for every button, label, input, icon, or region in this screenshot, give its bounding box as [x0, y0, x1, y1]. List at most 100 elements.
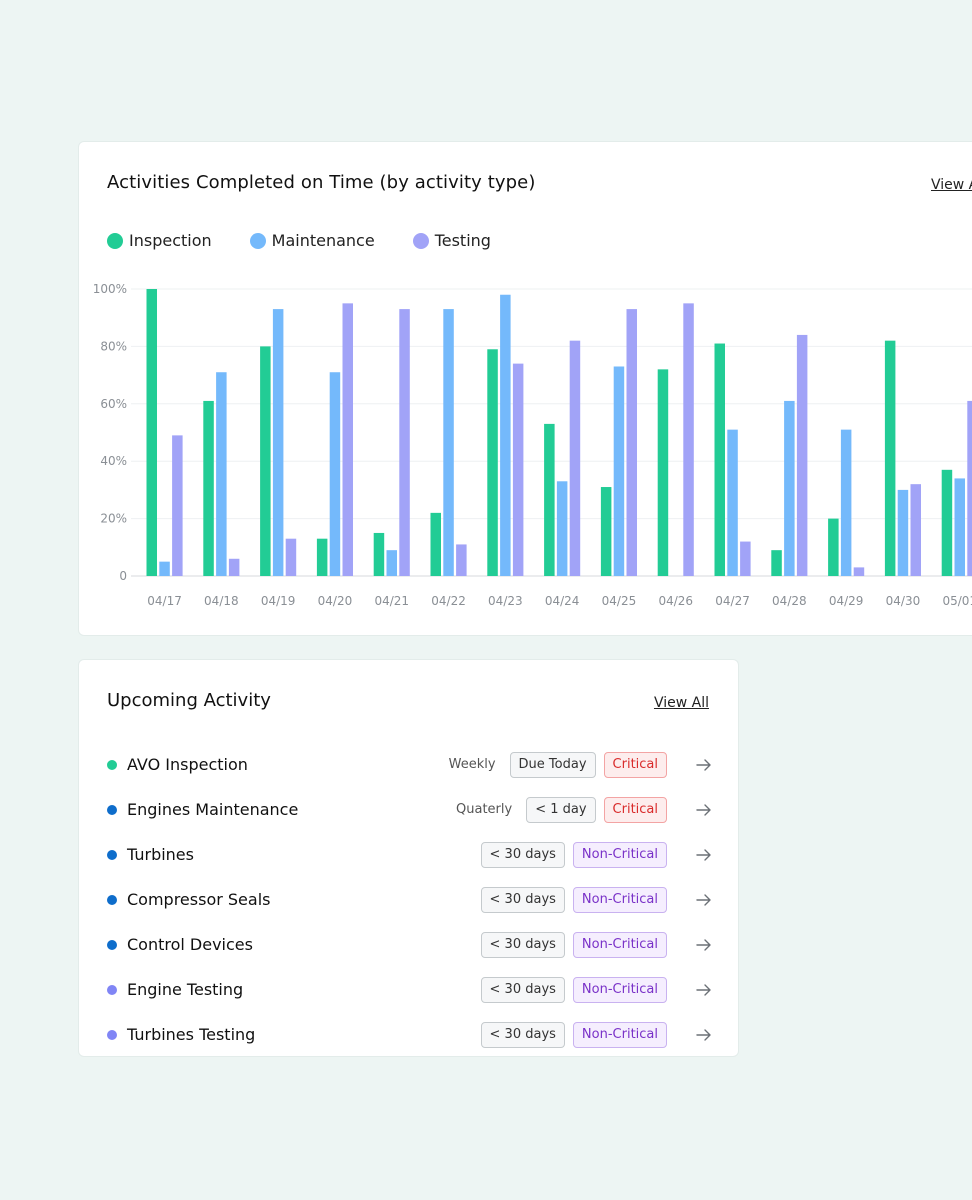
bar-inspection-04-27[interactable] — [714, 343, 726, 576]
legend-item-testing[interactable]: Testing — [412, 231, 491, 250]
bar-inspection-04-22[interactable] — [430, 512, 442, 576]
chart-view-all-link[interactable]: View All — [931, 177, 972, 193]
x-tick-label: 04/26 — [658, 594, 693, 608]
bar-testing-04-25[interactable] — [626, 309, 638, 576]
bar-testing-04-23[interactable] — [512, 363, 524, 576]
arrow-right-icon[interactable] — [695, 846, 713, 864]
priority-badge: Non-Critical — [572, 886, 667, 913]
legend-dot — [249, 232, 266, 249]
priority-badge: Non-Critical — [572, 1021, 667, 1048]
arrow-right-icon[interactable] — [695, 936, 713, 954]
bar-testing-05-01[interactable] — [967, 400, 972, 576]
bar-maintenance-04-21[interactable] — [386, 550, 398, 576]
arrow-right-icon[interactable] — [695, 1026, 713, 1044]
activity-name: Engines Maintenance — [127, 800, 299, 819]
upcoming-title: Upcoming Activity — [107, 690, 271, 711]
y-tick-label: 40% — [100, 454, 127, 468]
legend-label: Maintenance — [271, 231, 375, 250]
y-tick-label: 60% — [100, 397, 127, 411]
activity-row[interactable]: AVO Inspection Weekly Due Today Critical — [107, 742, 713, 787]
upcoming-activity-card: Upcoming Activity View All AVO Inspectio… — [78, 659, 739, 1057]
bar-inspection-04-25[interactable] — [600, 487, 612, 576]
y-tick-label: 0 — [119, 569, 127, 583]
bar-maintenance-04-23[interactable] — [500, 294, 511, 576]
x-tick-label: 04/20 — [318, 594, 353, 608]
due-badge: < 30 days — [480, 1021, 565, 1048]
activity-row[interactable]: Turbines Testing < 30 days Non-Critical — [107, 1012, 713, 1057]
legend-dot — [412, 232, 429, 249]
bar-inspection-04-26[interactable] — [657, 369, 669, 576]
bar-inspection-04-19[interactable] — [260, 346, 271, 576]
bar-testing-04-29[interactable] — [853, 567, 865, 576]
upcoming-view-all-link[interactable]: View All — [653, 695, 709, 711]
bar-testing-04-17[interactable] — [172, 435, 183, 576]
activity-name: Engine Testing — [127, 980, 244, 999]
status-dot — [107, 984, 117, 995]
legend-label: Testing — [434, 231, 491, 250]
arrow-right-icon[interactable] — [695, 801, 713, 819]
bar-testing-04-27[interactable] — [740, 541, 751, 576]
bar-maintenance-04-20[interactable] — [329, 372, 341, 576]
x-tick-label: 04/19 — [261, 594, 296, 608]
activity-row[interactable]: Control Devices < 30 days Non-Critical — [107, 922, 713, 967]
priority-badge: Non-Critical — [572, 931, 667, 958]
frequency-label: Quaterly — [456, 802, 513, 817]
status-dot — [107, 759, 117, 770]
activity-row[interactable]: Engine Testing < 30 days Non-Critical — [107, 967, 713, 1012]
bar-testing-04-28[interactable] — [796, 334, 808, 576]
legend-item-inspection[interactable]: Inspection — [107, 231, 212, 250]
status-dot — [107, 804, 117, 815]
bar-testing-04-30[interactable] — [910, 484, 922, 576]
bar-testing-04-18[interactable] — [228, 558, 240, 576]
activity-name: Control Devices — [127, 935, 253, 954]
bar-inspection-04-24[interactable] — [544, 423, 555, 576]
bar-maintenance-04-30[interactable] — [897, 489, 909, 576]
bar-chart: 0 20% 40% 60% 80% 100% 04/17 04/18 04/19 04/20 04/… — [93, 282, 972, 608]
bar-maintenance-04-22[interactable] — [443, 309, 454, 576]
due-badge: < 30 days — [480, 976, 565, 1003]
bar-inspection-04-28[interactable] — [771, 550, 782, 576]
bar-inspection-04-20[interactable] — [316, 538, 328, 576]
bar-maintenance-04-29[interactable] — [840, 429, 852, 576]
frequency-label: Weekly — [448, 757, 496, 772]
bar-inspection-04-21[interactable] — [373, 532, 385, 576]
arrow-right-icon[interactable] — [695, 981, 713, 999]
priority-badge: Non-Critical — [572, 841, 667, 868]
status-dot — [107, 894, 117, 905]
y-tick-label: 80% — [100, 339, 127, 353]
bar-inspection-04-23[interactable] — [487, 349, 498, 576]
x-tick-label: 05/01 — [942, 594, 972, 608]
bar-testing-04-24[interactable] — [569, 340, 581, 576]
priority-badge: Critical — [603, 751, 667, 778]
bar-testing-04-20[interactable] — [342, 303, 354, 576]
legend-item-maintenance[interactable]: Maintenance — [249, 231, 375, 250]
bar-testing-04-22[interactable] — [456, 544, 467, 576]
bar-maintenance-04-18[interactable] — [216, 372, 227, 576]
bar-testing-04-21[interactable] — [399, 309, 410, 576]
bar-testing-04-19[interactable] — [285, 538, 297, 576]
activity-row[interactable]: Engines Maintenance Quaterly < 1 day Critic… — [107, 787, 713, 832]
bar-inspection-04-18[interactable] — [203, 400, 214, 576]
bar-maintenance-04-17[interactable] — [159, 561, 170, 576]
activity-name: Compressor Seals — [127, 890, 271, 909]
x-tick-label: 04/21 — [374, 594, 409, 608]
bar-inspection-04-30[interactable] — [884, 340, 896, 576]
bar-maintenance-04-25[interactable] — [613, 366, 625, 576]
x-tick-label: 04/23 — [488, 594, 523, 608]
arrow-right-icon[interactable] — [695, 891, 713, 909]
activity-row[interactable]: Turbines < 30 days Non-Critical — [107, 832, 713, 877]
bar-inspection-05-01[interactable] — [941, 469, 953, 576]
due-badge: < 30 days — [480, 886, 565, 913]
bar-testing-04-26[interactable] — [683, 303, 694, 576]
bar-maintenance-04-24[interactable] — [556, 481, 568, 576]
bar-maintenance-04-19[interactable] — [272, 309, 284, 576]
x-tick-label: 04/30 — [886, 594, 921, 608]
bar-inspection-04-29[interactable] — [828, 518, 839, 576]
bar-maintenance-05-01[interactable] — [954, 478, 966, 576]
activity-row[interactable]: Compressor Seals < 30 days Non-Critical — [107, 877, 713, 922]
bar-maintenance-04-28[interactable] — [784, 400, 795, 576]
arrow-right-icon[interactable] — [695, 756, 713, 774]
bar-maintenance-04-27[interactable] — [727, 429, 738, 576]
bar-inspection-04-17[interactable] — [146, 289, 158, 576]
priority-badge: Non-Critical — [572, 976, 667, 1003]
